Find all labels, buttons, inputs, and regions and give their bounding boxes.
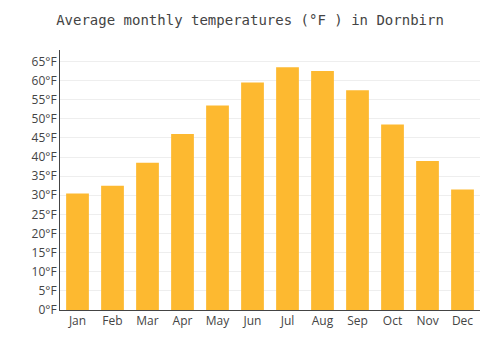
svg-text:40°F: 40°F <box>32 148 57 165</box>
svg-text:10°F: 10°F <box>32 263 57 280</box>
svg-text:Feb: Feb <box>102 312 122 329</box>
svg-text:60°F: 60°F <box>32 72 57 89</box>
svg-text:20°F: 20°F <box>32 225 57 242</box>
svg-text:35°F: 35°F <box>32 167 57 184</box>
svg-text:Jun: Jun <box>243 312 262 329</box>
svg-text:Mar: Mar <box>136 312 158 329</box>
svg-text:Nov: Nov <box>416 312 438 329</box>
svg-text:30°F: 30°F <box>32 186 57 203</box>
svg-text:Apr: Apr <box>173 312 193 329</box>
svg-text:45°F: 45°F <box>32 129 57 146</box>
svg-text:25°F: 25°F <box>32 206 57 223</box>
svg-text:Jul: Jul <box>280 312 295 329</box>
svg-text:Dec: Dec <box>452 312 473 329</box>
svg-text:5°F: 5°F <box>38 282 56 299</box>
svg-text:65°F: 65°F <box>32 53 57 70</box>
svg-text:15°F: 15°F <box>32 244 57 261</box>
svg-text:50°F: 50°F <box>32 110 57 127</box>
svg-text:0°F: 0°F <box>38 301 56 318</box>
svg-text:55°F: 55°F <box>32 91 57 108</box>
svg-text:Average monthly temperatures (: Average monthly temperatures (°F ) in Do… <box>56 12 444 28</box>
svg-text:Sep: Sep <box>347 312 368 329</box>
svg-text:Aug: Aug <box>312 312 334 329</box>
svg-text:Oct: Oct <box>383 312 402 329</box>
svg-text:Jan: Jan <box>68 312 86 329</box>
svg-text:May: May <box>206 312 230 329</box>
